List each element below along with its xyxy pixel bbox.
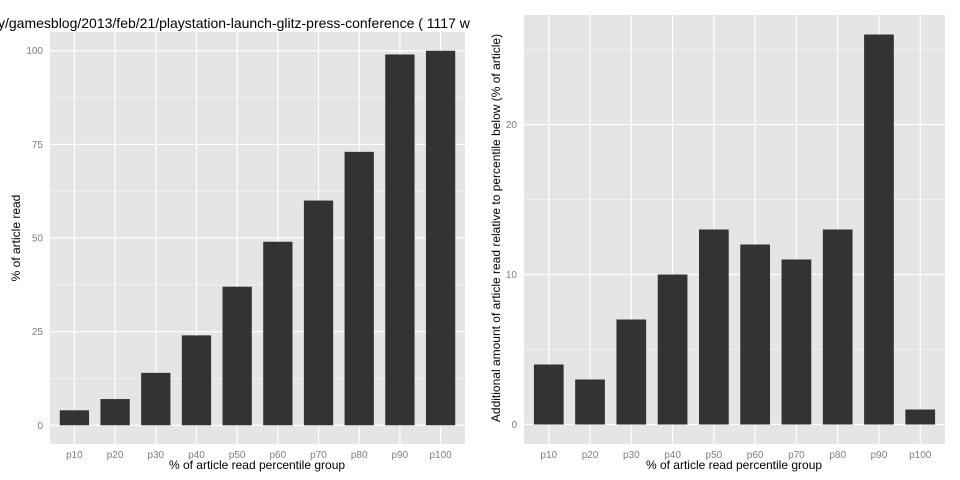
x-tick-label: p30	[623, 450, 640, 461]
y-tick-label: 0	[511, 420, 517, 431]
x-tick-label: p80	[829, 450, 846, 461]
x-tick-label: p70	[310, 450, 327, 461]
x-tick-label: p40	[664, 450, 681, 461]
bar-p50	[222, 286, 252, 426]
x-tick-label: p100	[429, 450, 452, 461]
y-tick-label: 20	[506, 120, 518, 131]
y-tick-label: 25	[32, 327, 44, 338]
y-axis-title: Additional amount of article read relati…	[489, 34, 503, 422]
x-tick-label: p60	[747, 450, 764, 461]
bar-p60	[263, 241, 293, 426]
bar-p80	[344, 151, 374, 426]
y-tick-label: 75	[32, 140, 44, 151]
bar-p100	[905, 409, 936, 425]
chart-percent-read: 0 25 50 75 100 p10 p20 p30 p40 p50 p60 p70 p80 p90 p1…	[0, 15, 471, 472]
y-tick-label: 10	[506, 270, 518, 281]
x-tick-label: p70	[788, 450, 805, 461]
bar-p60	[740, 244, 770, 425]
bar-p100	[425, 50, 456, 426]
x-tick-label: p50	[706, 450, 723, 461]
bar-p70	[303, 200, 334, 426]
chart-additional-read: 0 10 20 p10 p20 p30 p40 p50 p60 p70 p80 p90 p100 % …	[489, 15, 945, 472]
bar-p40	[181, 335, 212, 426]
x-tick-label: p30	[147, 450, 164, 461]
bar-p10	[533, 364, 564, 425]
bar-p20	[575, 379, 605, 425]
x-tick-label: p60	[269, 450, 286, 461]
x-tick-label: p40	[188, 450, 205, 461]
x-axis-title: % of article read percentile group	[169, 458, 345, 472]
bar-p10	[59, 410, 90, 426]
bar-p20	[100, 399, 130, 426]
x-tick-label: p90	[871, 450, 888, 461]
x-tick-label: p100	[909, 450, 932, 461]
bar-p90	[385, 54, 415, 426]
bar-p30	[616, 319, 647, 425]
bar-p30	[141, 372, 171, 426]
x-tick-label: p10	[540, 450, 557, 461]
x-axis-title: % of article read percentile group	[646, 458, 822, 472]
bar-p90	[864, 34, 894, 425]
y-tick-label: 50	[32, 234, 44, 245]
x-tick-label: p20	[107, 450, 124, 461]
x-tick-label: p80	[351, 450, 368, 461]
bar-p70	[781, 259, 812, 425]
bar-p50	[699, 229, 729, 425]
chart-title: y/gamesblog/2013/feb/21/playstation-laun…	[0, 15, 471, 31]
x-tick-label: p20	[582, 450, 599, 461]
x-tick-label: p50	[229, 450, 246, 461]
y-tick-label: 0	[37, 421, 43, 432]
bar-p40	[657, 274, 688, 425]
x-tick-label: p10	[66, 450, 83, 461]
y-axis-title: % of article read	[9, 195, 23, 282]
y-tick-label: 100	[26, 46, 43, 57]
x-tick-label: p90	[392, 450, 409, 461]
bar-p80	[822, 229, 853, 425]
